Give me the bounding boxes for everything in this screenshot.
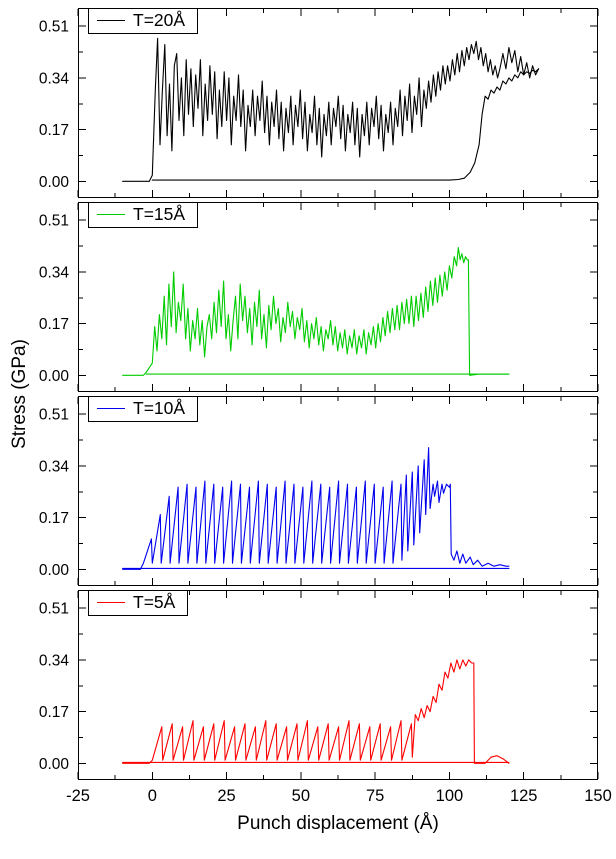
legend-label: T=20Å [133,10,186,30]
y-tick-label: 0.34 [39,458,70,475]
panel-plot-t10: 0.00 0.17 0.34 0.51 [39,395,599,587]
legend-box-t5: T=5Å [88,590,189,617]
panel-t10: 0.00 0.17 0.34 0.51 T=10Å [39,395,599,587]
series-loading-t15 [122,247,510,376]
x-tick-label: -25 [66,787,90,805]
y-tick-label: 0.51 [39,19,69,36]
y-tick-label: 0.00 [39,562,70,579]
y-tick-label: 0.17 [39,704,69,721]
panel-plot-t15: 0.00 0.17 0.34 0.51 [39,201,599,393]
series-loading-t20 [122,37,540,182]
legend-box-t20: T=20Å [88,8,199,35]
panel-t20: 0.00 0.17 0.34 0.51 T=20Å [39,7,599,199]
x-axis-title: Punch displacement (Å) [237,813,439,834]
y-tick-label: 0.51 [39,213,69,230]
x-tick-label: 100 [435,787,464,805]
x-tick-label: 150 [584,787,612,805]
y-tick-label: 0.00 [39,756,70,773]
legend-line-sample [97,214,125,216]
y-tick-label: 0.17 [39,122,69,139]
legend-box-t10: T=10Å [88,396,199,423]
x-tick-label: 125 [509,787,538,805]
x-tick-label: 25 [217,787,236,805]
panel-plot-t20: 0.00 0.17 0.34 0.51 [39,7,599,199]
y-tick-label: 0.17 [39,316,69,333]
legend-line-sample [97,408,125,410]
y-tick-label: 0.51 [39,407,69,424]
y-tick-label: 0.34 [39,264,70,281]
legend-line-sample [97,602,125,604]
y-tick-label: 0.00 [39,174,70,191]
legend-box-t15: T=15Å [88,202,199,229]
y-tick-label: 0.51 [39,601,69,618]
y-tick-label: 0.34 [39,652,70,669]
x-tick-label: 75 [365,787,385,805]
legend-line-sample [97,20,125,22]
series-loading-t5 [122,659,510,764]
panel-t15: 0.00 0.17 0.34 0.51 T=15Å [39,201,599,393]
legend-label: T=10Å [133,398,186,418]
y-axis-title: Stress (GPa) [9,339,30,449]
x-tick-label: 0 [147,787,157,805]
series-unloading-t20 [151,68,540,181]
y-tick-label: 0.00 [39,368,70,385]
legend-label: T=15Å [133,204,186,224]
y-tick-label: 0.17 [39,510,69,527]
legend-label: T=5Å [133,592,176,612]
x-tick-label: 50 [291,787,311,805]
panel-t5: 0.00 0.17 0.34 0.51 T=5Å [39,589,599,781]
panel-plot-t5: 0.00 0.17 0.34 0.51 [39,589,599,781]
y-tick-label: 0.34 [39,70,70,87]
series-loading-t10 [122,447,510,570]
x-tick-labels: -25 0 25 50 75 100 125 150 [0,787,616,809]
